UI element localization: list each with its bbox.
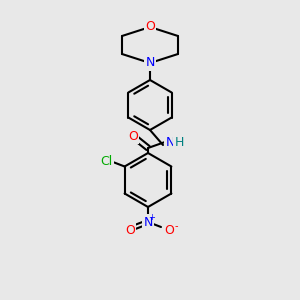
Text: N: N (143, 215, 153, 229)
Text: H: H (174, 136, 184, 148)
Text: +: + (148, 214, 155, 223)
Text: O: O (128, 130, 138, 142)
Text: O: O (145, 20, 155, 34)
Text: N: N (145, 56, 155, 70)
Text: N: N (165, 136, 175, 148)
Text: -: - (174, 221, 178, 231)
Text: O: O (164, 224, 174, 236)
Text: O: O (125, 224, 135, 236)
Text: Cl: Cl (100, 155, 113, 168)
